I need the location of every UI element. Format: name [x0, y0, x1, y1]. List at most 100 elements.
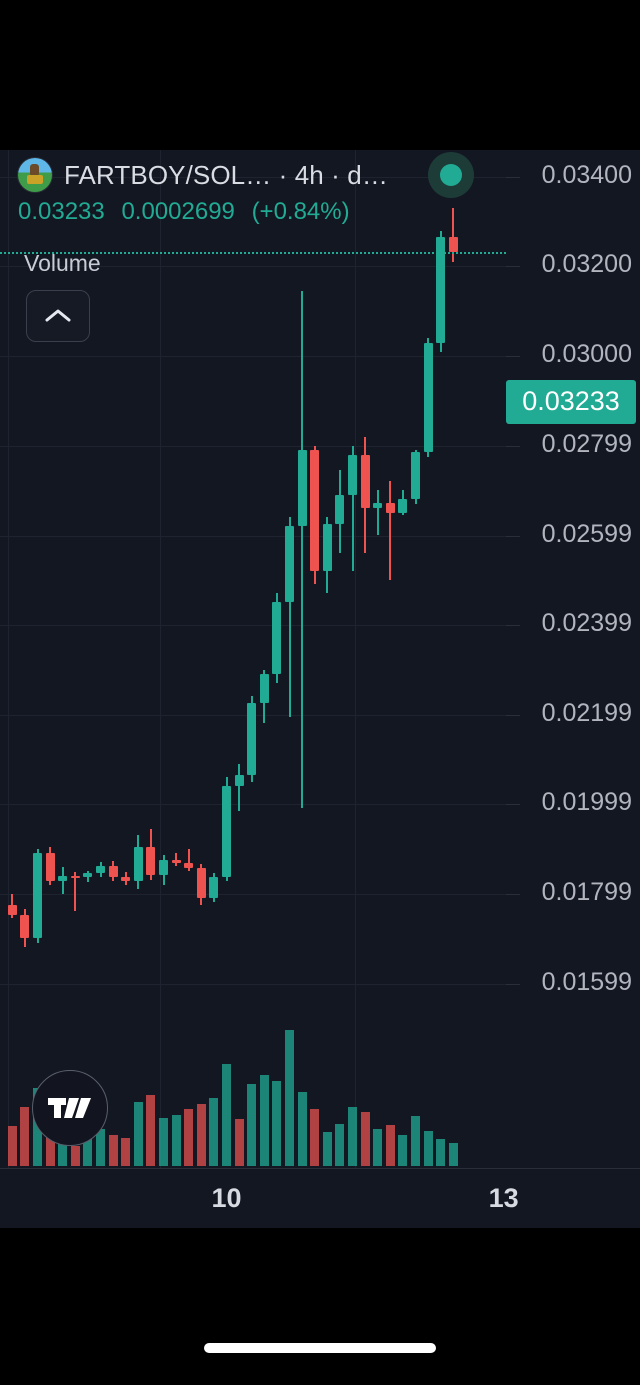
candle-body: [58, 875, 68, 881]
candle-wick: [301, 291, 304, 809]
candle-body: [398, 499, 408, 513]
price-tick-label: 0.01799: [541, 877, 632, 906]
candle-body: [121, 876, 131, 881]
collapse-pane-button[interactable]: [26, 290, 90, 342]
candle-body: [247, 703, 257, 775]
volume-bar: [159, 1117, 168, 1166]
tradingview-logo-icon: [48, 1098, 91, 1118]
candle-wick: [187, 848, 190, 872]
bottom-safe-area: [0, 1228, 640, 1385]
price-tick-mark: [506, 176, 520, 178]
price-axis[interactable]: 0.03400 0.03200 0.03000 0.02799 0.02599 0.023…: [506, 150, 640, 1168]
volume-bar: [360, 1112, 370, 1166]
volume-bar: [209, 1098, 219, 1166]
volume-bar: [322, 1132, 332, 1166]
candle-body: [234, 774, 244, 787]
grid-line-vertical: [8, 150, 9, 1168]
volume-bar: [310, 1109, 320, 1166]
status-bar: [0, 0, 640, 150]
candle-body: [373, 502, 383, 509]
price-tick-mark: [506, 356, 520, 358]
grid-line-horizontal: [0, 266, 506, 268]
candle-wick: [452, 208, 455, 262]
legend-price-row: 0.03233 0.0002699 (+0.84%): [18, 198, 488, 226]
chart-plot-area[interactable]: FARTBOY/SOL… · 4h · d… 0.03233 0.0002699…: [0, 150, 506, 1168]
volume-bar: [58, 1140, 68, 1166]
home-indicator: [204, 1343, 436, 1353]
legend-last-price: 0.03233: [18, 198, 105, 225]
candle-body: [411, 452, 420, 500]
candle-body: [222, 786, 231, 877]
candle-body: [45, 853, 55, 881]
candle-body: [20, 915, 30, 939]
volume-bar: [385, 1124, 395, 1166]
candle-body: [285, 526, 294, 603]
live-indicator-dot[interactable]: [428, 152, 474, 198]
candle-body: [385, 502, 395, 513]
last-price-badge: 0.03233: [506, 379, 636, 424]
candle-body: [209, 876, 219, 899]
candle-body: [159, 859, 168, 875]
volume-bar: [133, 1102, 143, 1166]
price-tick-label: 0.02399: [541, 609, 632, 638]
volume-bar: [70, 1146, 80, 1166]
chart-legend[interactable]: FARTBOY/SOL… · 4h · d… 0.03233 0.0002699…: [18, 158, 488, 226]
volume-bar: [448, 1143, 458, 1166]
candle-wick: [175, 853, 178, 866]
candle-body: [335, 494, 345, 524]
legend-symbol-row[interactable]: FARTBOY/SOL… · 4h · d…: [18, 158, 488, 192]
volume-bar: [121, 1137, 131, 1166]
price-tick-mark: [506, 446, 520, 448]
time-tick-label: 13: [488, 1183, 519, 1213]
price-tick-label: 0.02599: [541, 519, 632, 548]
volume-bar: [436, 1139, 446, 1166]
volume-bar: [108, 1134, 118, 1166]
candle-wick: [376, 490, 379, 536]
volume-bar: [348, 1106, 357, 1166]
grid-line-horizontal: [0, 625, 506, 627]
time-axis[interactable]: 10 13: [0, 1168, 640, 1228]
price-tick-mark: [506, 535, 520, 537]
price-tick-mark: [506, 893, 520, 895]
candle-body: [33, 853, 42, 939]
candle-body: [108, 865, 118, 877]
grid-line-horizontal: [0, 804, 506, 806]
volume-bar: [373, 1129, 383, 1166]
tradingview-logo: [32, 1070, 108, 1146]
price-tick-label: 0.03000: [541, 340, 632, 369]
chevron-up-icon: [45, 309, 71, 322]
candle-body: [259, 674, 269, 704]
price-tick-label: 0.01599: [541, 967, 632, 996]
volume-bar: [196, 1103, 206, 1166]
symbol-label[interactable]: FARTBOY/SOL… · 4h · d…: [64, 159, 388, 190]
volume-bar: [20, 1106, 30, 1166]
candle-body: [448, 237, 458, 252]
candle-wick: [74, 872, 77, 912]
candle-wick: [389, 481, 392, 580]
candle-body: [272, 602, 282, 675]
price-tick-mark: [506, 625, 520, 627]
candle-body: [297, 450, 307, 527]
volume-bar: [398, 1134, 408, 1166]
candle-body: [436, 237, 446, 343]
grid-line-horizontal: [0, 893, 506, 895]
grid-line-vertical: [355, 150, 356, 1168]
candle-body: [196, 867, 206, 899]
volume-bar: [7, 1126, 17, 1166]
volume-bar: [83, 1123, 93, 1166]
price-tick-mark: [506, 804, 520, 806]
candle-body: [423, 342, 433, 453]
volume-bar: [184, 1109, 194, 1166]
price-tick-label: 0.03200: [541, 250, 632, 279]
price-tick-label: 0.02199: [541, 698, 632, 727]
tradingview-chart-app[interactable]: FARTBOY/SOL… · 4h · d… 0.03233 0.0002699…: [0, 150, 640, 1228]
candle-body: [7, 904, 17, 916]
volume-bar: [171, 1115, 181, 1166]
last-price-line: [0, 251, 506, 254]
token-avatar-icon: [18, 158, 52, 192]
price-tick-mark: [506, 266, 520, 268]
grid-line-horizontal: [0, 983, 506, 985]
legend-change-pct: (+0.84%): [251, 198, 350, 225]
candle-body: [83, 873, 93, 878]
